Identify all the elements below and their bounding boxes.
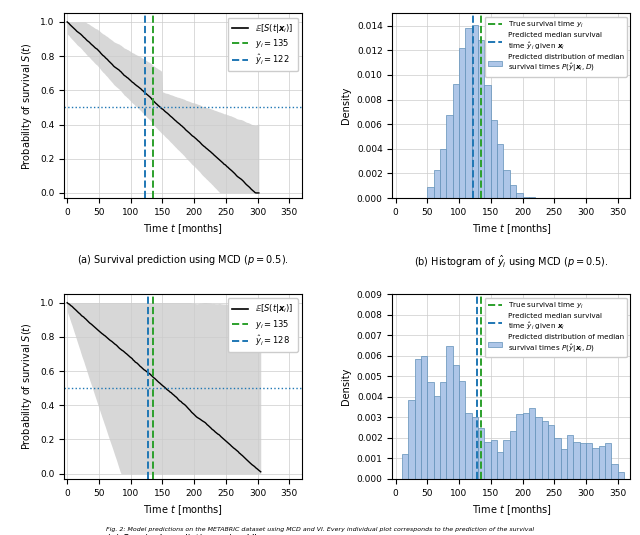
X-axis label: Time $t$ [months]: Time $t$ [months]	[472, 223, 551, 236]
Bar	[504, 440, 510, 479]
Bar	[611, 464, 618, 479]
Legend: $\mathbb{E}[S(t|\boldsymbol{x}_i)]$, $y_i = 135$, $\hat{y}_i = 128$: $\mathbb{E}[S(t|\boldsymbol{x}_i)]$, $y_…	[228, 299, 298, 352]
Bar	[554, 438, 561, 479]
Bar	[497, 144, 504, 198]
Text: (b) Histogram of $\hat{y}_i$ using MCD ($p = 0.5$).: (b) Histogram of $\hat{y}_i$ using MCD (…	[414, 254, 609, 270]
Bar	[567, 434, 573, 479]
Bar	[465, 28, 472, 198]
Bar	[516, 414, 522, 479]
Bar	[491, 120, 497, 198]
Bar	[402, 454, 408, 479]
Bar	[408, 400, 415, 479]
Y-axis label: Probability of survival $S(t)$: Probability of survival $S(t)$	[20, 42, 35, 170]
Legend: True survival time $y_i$, Predicted median survival
time $\hat{y}_i$ given $\bol: True survival time $y_i$, Predicted medi…	[484, 298, 627, 357]
Bar	[573, 442, 580, 479]
Bar	[593, 448, 598, 479]
Bar	[541, 422, 548, 479]
Bar	[415, 360, 421, 479]
Bar	[484, 441, 491, 479]
Bar	[504, 170, 510, 198]
Bar	[497, 453, 504, 479]
Y-axis label: Density: Density	[341, 368, 351, 405]
Bar	[472, 417, 478, 479]
X-axis label: Time $t$ [months]: Time $t$ [months]	[472, 503, 551, 517]
X-axis label: Time $t$ [months]: Time $t$ [months]	[143, 223, 223, 236]
Legend: $\mathbb{E}[S(t|\boldsymbol{x}_i)]$, $y_i = 135$, $\hat{y}_i = 122$: $\mathbb{E}[S(t|\boldsymbol{x}_i)]$, $y_…	[228, 18, 298, 71]
Bar	[561, 449, 567, 479]
Bar	[484, 85, 491, 198]
Bar	[510, 185, 516, 198]
Bar	[459, 49, 465, 198]
Bar	[452, 83, 459, 198]
Bar	[605, 443, 611, 479]
Bar	[446, 115, 452, 198]
Bar	[598, 446, 605, 479]
Bar	[491, 440, 497, 479]
Y-axis label: Probability of survival $S(t)$: Probability of survival $S(t)$	[20, 323, 35, 450]
Bar	[529, 197, 535, 198]
Text: (d) Histogram of $\hat{y}_i$ using VI.: (d) Histogram of $\hat{y}_i$ using VI.	[443, 534, 580, 535]
Text: Fig. 2: Model predictions on the METABRIC dataset using MCD and VI. Every indivi: Fig. 2: Model predictions on the METABRI…	[106, 528, 534, 532]
X-axis label: Time $t$ [months]: Time $t$ [months]	[143, 503, 223, 517]
Bar	[446, 346, 452, 479]
Bar	[478, 429, 484, 479]
Bar	[428, 187, 434, 198]
Bar	[459, 381, 465, 479]
Bar	[472, 25, 478, 198]
Bar	[580, 443, 586, 479]
Bar	[535, 417, 541, 479]
Text: (a) Survival prediction using MCD ($p = 0.5$).: (a) Survival prediction using MCD ($p = …	[77, 254, 289, 268]
Bar	[618, 472, 624, 479]
Bar	[522, 413, 529, 479]
Bar	[440, 382, 446, 479]
Bar	[434, 396, 440, 479]
Bar	[465, 413, 472, 479]
Y-axis label: Density: Density	[341, 87, 351, 125]
Bar	[522, 197, 529, 198]
Bar	[478, 40, 484, 198]
Bar	[421, 356, 428, 479]
Bar	[510, 431, 516, 479]
Bar	[428, 383, 434, 479]
Bar	[434, 170, 440, 198]
Bar	[516, 193, 522, 198]
Bar	[548, 425, 554, 479]
Bar	[452, 365, 459, 479]
Bar	[440, 149, 446, 198]
Bar	[586, 442, 593, 479]
Bar	[529, 408, 535, 479]
Text: (c) Survival prediction using VI.: (c) Survival prediction using VI.	[106, 534, 259, 535]
Legend: True survival time $y_i$, Predicted median survival
time $\hat{y}_i$ given $\bol: True survival time $y_i$, Predicted medi…	[484, 17, 627, 77]
